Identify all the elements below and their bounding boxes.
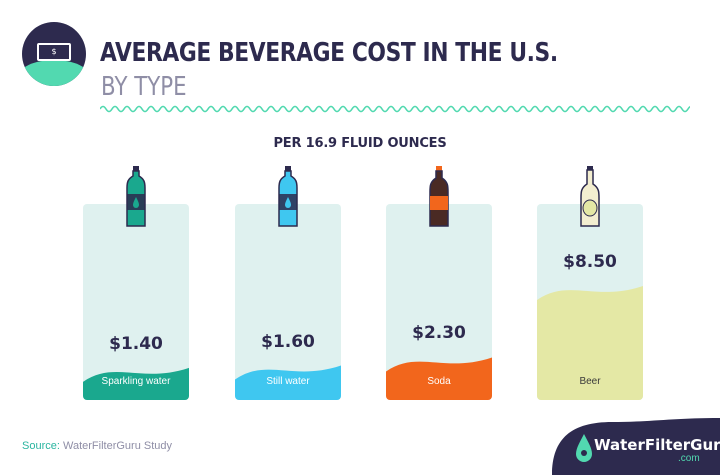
value-label: $8.50 xyxy=(563,252,617,272)
water-drop-person-icon xyxy=(576,434,592,462)
bar xyxy=(386,357,492,400)
value-label: $1.60 xyxy=(261,331,315,352)
bar-card: $8.50 Beer xyxy=(537,204,643,400)
wave-divider xyxy=(100,105,690,113)
brand-badge[interactable] xyxy=(552,418,720,475)
sparkling-water-bottle-icon xyxy=(126,166,146,227)
bar xyxy=(83,367,189,400)
source-text: WaterFilterGuru Study xyxy=(62,440,172,452)
chart-subtitle: BY TYPE xyxy=(101,72,187,102)
still-water-bottle-icon xyxy=(278,166,298,227)
category-label: Still water xyxy=(266,376,310,387)
unit-note: PER 16.9 FLUID OUNCES xyxy=(273,136,447,151)
source-label: Source: xyxy=(22,440,60,452)
bar-card: $2.30 Soda xyxy=(386,204,492,400)
value-label: $1.40 xyxy=(109,333,163,354)
category-label: Sparkling water xyxy=(101,376,171,387)
chart-title: AVERAGE BEVERAGE COST IN THE U.S. xyxy=(100,38,558,68)
soda-bottle-icon xyxy=(429,166,449,227)
bar-card: $1.40 Sparkling water xyxy=(83,204,189,400)
bar xyxy=(537,286,643,400)
dollar-bill-icon: $ xyxy=(37,43,71,61)
bar-card: $1.60 Still water xyxy=(235,204,341,400)
source-note: Source: WaterFilterGuru Study xyxy=(22,440,172,452)
value-label: $2.30 xyxy=(412,323,466,344)
category-label: Soda xyxy=(427,376,451,387)
brand-name: WaterFilterGuru xyxy=(594,436,720,454)
beer-bottle-icon xyxy=(580,166,600,227)
header-badge: $ xyxy=(22,22,86,86)
bar xyxy=(235,365,341,400)
category-label: Beer xyxy=(579,376,601,387)
brand-suffix: .com xyxy=(678,453,700,464)
